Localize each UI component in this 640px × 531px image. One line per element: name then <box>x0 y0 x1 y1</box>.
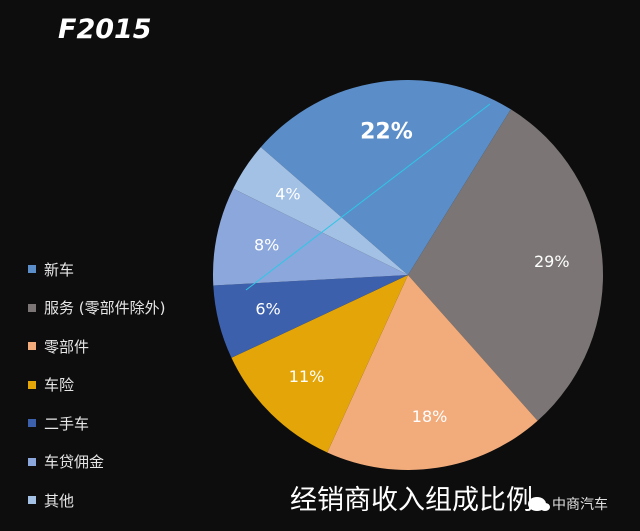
pie-slice <box>231 275 408 453</box>
legend-swatch <box>28 457 36 466</box>
wechat-icon <box>528 497 550 511</box>
slice-data-label: 8% <box>254 235 279 254</box>
pie-slice <box>260 79 511 275</box>
watermark: 中商汽车 <box>528 494 608 514</box>
chart-title: F2015 <box>58 14 152 45</box>
slice-data-label: 4% <box>275 185 300 204</box>
pie-slice <box>213 275 408 358</box>
legend-swatch <box>28 303 36 312</box>
legend-swatch <box>28 265 36 274</box>
legend-item: 服务 (零部件除外) <box>28 289 165 328</box>
chart-caption: 经销商收入组成比例 <box>290 485 533 516</box>
slice-data-label: 29% <box>534 252 570 271</box>
legend-swatch <box>28 496 36 505</box>
legend-item: 车险 <box>28 366 165 405</box>
legend-swatch <box>28 380 36 389</box>
legend-item: 新车 <box>28 250 165 289</box>
slice-data-label: 18% <box>412 407 448 426</box>
legend-item: 车贷佣金 <box>28 443 165 482</box>
legend-item: 零部件 <box>28 327 165 366</box>
annotation-line <box>245 103 491 291</box>
legend-item: 二手车 <box>28 404 165 443</box>
pie-slice <box>408 109 603 421</box>
legend-label: 车险 <box>44 376 75 395</box>
legend-swatch <box>28 419 36 428</box>
pie-slice <box>327 275 538 470</box>
legend-item: 其他 <box>28 481 165 520</box>
pie-slice <box>233 147 408 275</box>
legend-label: 服务 (零部件除外) <box>44 299 166 318</box>
watermark-text: 中商汽车 <box>552 497 608 513</box>
legend-label: 零部件 <box>44 337 90 356</box>
legend-swatch <box>28 342 36 351</box>
slice-data-label: 11% <box>289 367 325 386</box>
slice-data-label: 6% <box>255 300 280 319</box>
slice-data-label: 22% <box>360 119 413 144</box>
legend-label: 二手车 <box>44 414 90 433</box>
legend-label: 车贷佣金 <box>44 453 105 472</box>
legend-label: 新车 <box>44 260 75 279</box>
legend: 新车服务 (零部件除外) 零部件车险二手车车贷佣金其他 <box>28 250 165 520</box>
pie-slice <box>213 188 408 286</box>
legend-label: 其他 <box>44 491 75 510</box>
